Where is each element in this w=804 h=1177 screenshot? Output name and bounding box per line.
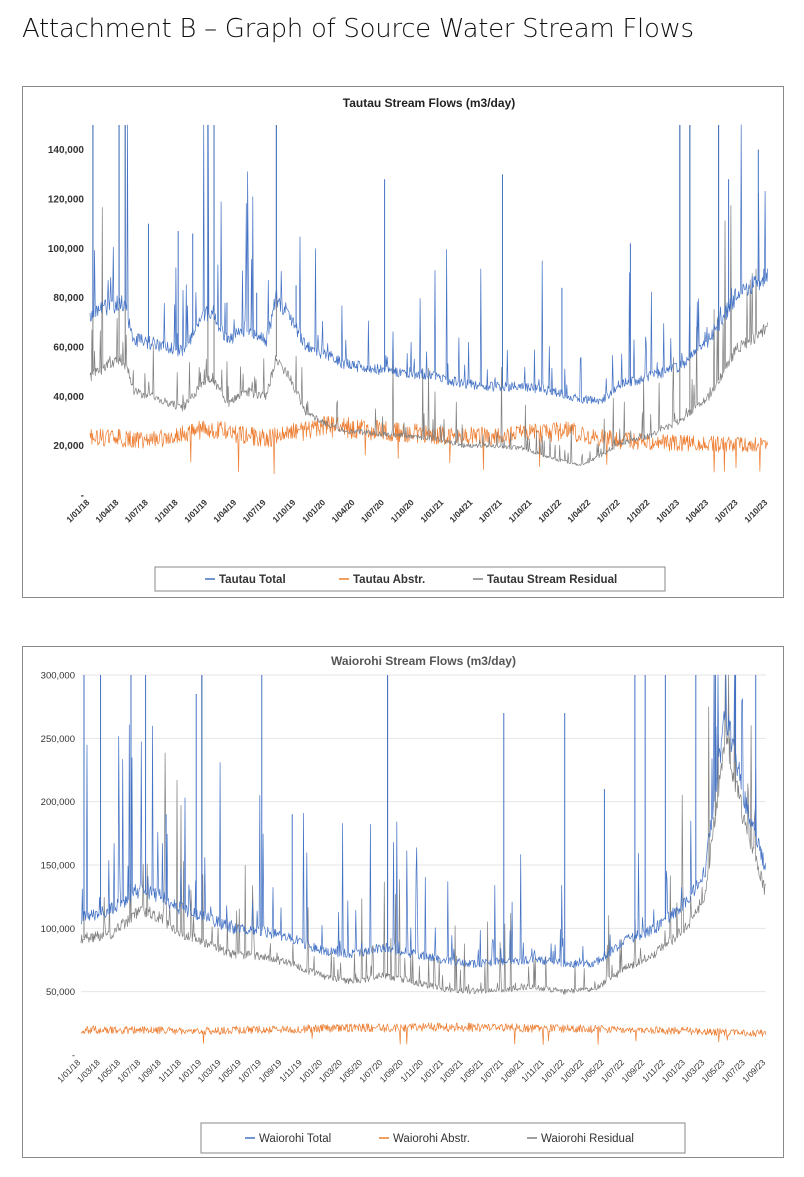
x-tick-label: 1/07/22	[595, 497, 622, 524]
x-tick-label: 1/04/22	[565, 497, 592, 524]
x-tick-label: 1/10/23	[742, 497, 769, 524]
y-tick-label: 300,000	[41, 671, 75, 682]
legend: Waiorohi Total Waiorohi Abstr. Waiorohi Re…	[200, 1122, 686, 1154]
legend-label: Waiorohi Residual	[541, 1133, 634, 1145]
y-tick-label: 20,000	[53, 441, 84, 452]
legend-box	[154, 566, 666, 592]
x-tick-label: 1/09/23	[740, 1057, 767, 1084]
y-tick-label: 100,000	[41, 924, 75, 935]
series-line-1	[80, 1022, 767, 1045]
x-tick-label: 1/07/21	[477, 497, 504, 524]
tautau-chart: Tautau Stream Flows (m3/day) - 20,000 40,00…	[22, 86, 784, 598]
y-tick-label: 200,000	[41, 797, 75, 808]
y-tick-label: 60,000	[53, 343, 84, 354]
legend-label: Tautau Stream Residual	[487, 574, 617, 586]
y-tick-label: 80,000	[53, 293, 84, 304]
waiorohi-chart: Waiorohi Stream Flows (m3/day) - 50,000 100…	[22, 646, 784, 1158]
x-tick-label: 1/04/20	[329, 497, 356, 524]
x-tick-label: 1/07/23	[713, 497, 740, 524]
x-tick-label: 1/07/19	[241, 497, 268, 524]
legend: Tautau Total Tautau Abstr. Tautau Stream R…	[154, 566, 666, 592]
series-line-2	[89, 205, 769, 466]
y-tick-label: 120,000	[48, 195, 85, 206]
series-line-0	[89, 124, 769, 405]
page-heading: Attachment B – Graph of Source Water Str…	[22, 14, 694, 44]
legend-label: Tautau Total	[219, 574, 286, 586]
x-tick-label: 1/04/21	[447, 497, 474, 524]
waiorohi-chart-svg: Waiorohi Stream Flows (m3/day) - 50,000 100…	[41, 654, 768, 1154]
y-tick-label: 50,000	[46, 987, 75, 998]
chart-title: Tautau Stream Flows (m3/day)	[343, 96, 515, 110]
x-tick-label: 1/04/23	[683, 497, 710, 524]
x-tick-label: 1/04/18	[93, 497, 120, 524]
chart-title: Waiorohi Stream Flows (m3/day)	[331, 654, 516, 668]
y-tick-label: 140,000	[48, 145, 85, 156]
x-tick-label: 1/01/22	[536, 497, 563, 524]
y-tick-label: 40,000	[53, 392, 84, 403]
x-tick-label: 1/07/20	[359, 497, 386, 524]
y-tick-label: 250,000	[41, 734, 75, 745]
x-tick-label: 1/04/19	[211, 497, 238, 524]
x-tick-label: 1/10/21	[506, 497, 533, 524]
x-tick-label: 1/01/19	[182, 497, 209, 524]
tautau-chart-svg: Tautau Stream Flows (m3/day) - 20,000 40,00…	[48, 96, 770, 592]
x-tick-label: 1/10/18	[152, 497, 179, 524]
legend-label: Waiorohi Abstr.	[393, 1133, 470, 1145]
x-tick-label: 1/01/18	[64, 497, 91, 524]
x-tick-label: 1/01/21	[418, 497, 445, 524]
series-line-2	[80, 674, 766, 995]
x-tick-label: 1/10/20	[389, 497, 416, 524]
x-tick-label: 1/01/23	[654, 497, 681, 524]
y-tick-label: -	[72, 1051, 75, 1062]
x-tick-label: 1/07/18	[123, 497, 150, 524]
x-tick-label: 1/01/20	[300, 497, 327, 524]
y-tick-label: -	[81, 491, 84, 502]
legend-box	[200, 1122, 686, 1154]
x-tick-label: 1/10/22	[624, 497, 651, 524]
legend-label: Tautau Abstr.	[353, 574, 425, 586]
y-tick-label: 100,000	[48, 244, 85, 255]
y-tick-label: 150,000	[41, 861, 75, 872]
legend-label: Waiorohi Total	[259, 1133, 331, 1145]
x-tick-label: 1/10/19	[270, 497, 297, 524]
series-line-0	[80, 674, 767, 969]
